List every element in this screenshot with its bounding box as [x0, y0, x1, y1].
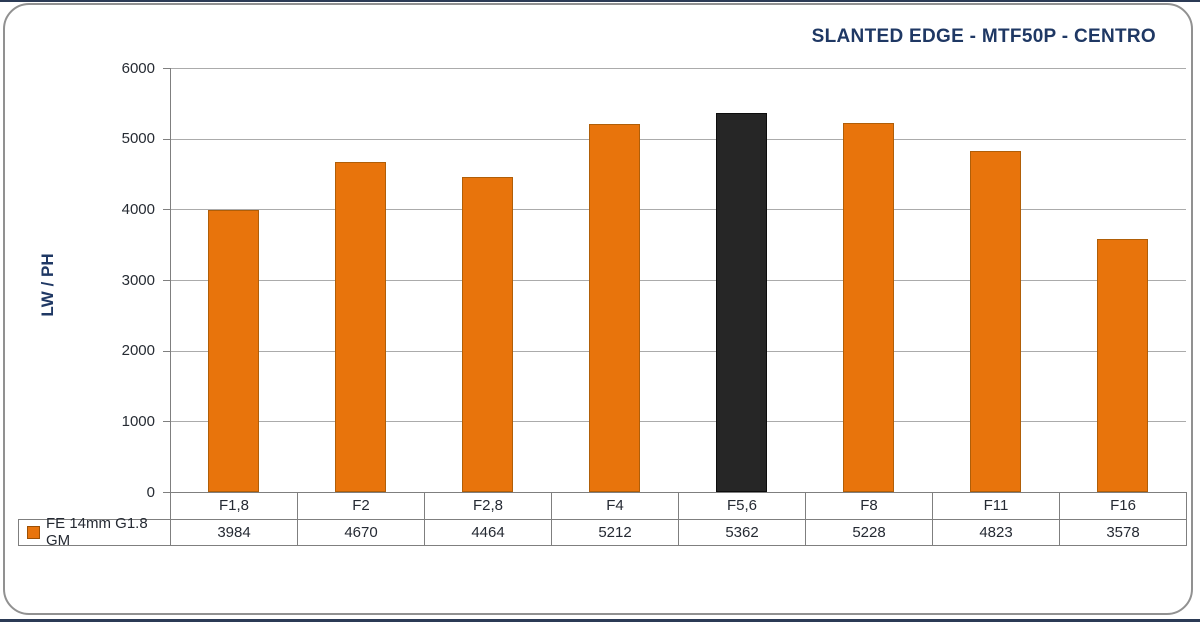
y-tick-label: 1000	[121, 412, 155, 430]
category-cell: F2	[297, 492, 425, 520]
category-cell: F2,8	[424, 492, 552, 520]
category-cell: F1,8	[170, 492, 298, 520]
y-tick-label: 2000	[121, 342, 155, 360]
bar-F1,8	[208, 210, 259, 492]
y-axis-line	[170, 68, 171, 492]
category-cell: F5,6	[678, 492, 806, 520]
category-cell: F8	[805, 492, 933, 520]
legend-cell: FE 14mm G1.8 GM	[18, 515, 171, 549]
y-axis-tick	[163, 350, 170, 352]
value-cell: 4823	[932, 518, 1060, 546]
page-top-border	[0, 0, 1200, 2]
category-cell: F4	[551, 492, 679, 520]
value-cell: 3578	[1059, 518, 1187, 546]
y-axis-tick	[163, 138, 170, 140]
bar-F8	[843, 122, 894, 492]
value-cell: 5212	[551, 518, 679, 546]
gridline	[170, 280, 1186, 281]
y-axis-tick	[163, 421, 170, 423]
bar-F4	[589, 123, 640, 492]
gridline	[170, 209, 1186, 211]
y-axis-tick	[163, 209, 170, 211]
gridline	[170, 68, 1186, 69]
chart-title: SLANTED EDGE - MTF50P - CENTRO	[811, 26, 1156, 47]
bar-F5,6	[716, 113, 767, 492]
y-tick-label: 5000	[121, 130, 155, 148]
y-axis-tick	[163, 280, 170, 281]
y-axis-title: LW / PH	[38, 253, 57, 317]
page-bottom-border	[0, 619, 1200, 622]
y-tick-label: 0	[146, 483, 155, 501]
category-cell: F16	[1059, 492, 1187, 520]
y-tick-label: 6000	[121, 59, 155, 77]
value-cell: 4464	[424, 518, 552, 546]
value-cell: 4670	[297, 518, 425, 546]
value-cell: 5362	[678, 518, 806, 546]
bar-F2	[335, 161, 386, 492]
bar-F2,8	[462, 176, 513, 492]
bar-F16	[1097, 239, 1148, 492]
legend-swatch-icon	[27, 525, 40, 539]
value-cell: 5228	[805, 518, 933, 546]
bar-F11	[970, 151, 1021, 492]
y-tick-label: 4000	[121, 200, 155, 218]
gridline	[170, 350, 1186, 352]
legend-label: FE 14mm G1.8 GM	[46, 515, 148, 550]
category-cell: F11	[932, 492, 1060, 520]
y-tick-label: 3000	[121, 271, 155, 289]
gridline	[170, 138, 1186, 140]
gridline	[170, 421, 1186, 423]
y-axis-tick	[163, 492, 170, 493]
value-cell: 3984	[170, 518, 298, 546]
y-axis-tick	[163, 68, 170, 69]
